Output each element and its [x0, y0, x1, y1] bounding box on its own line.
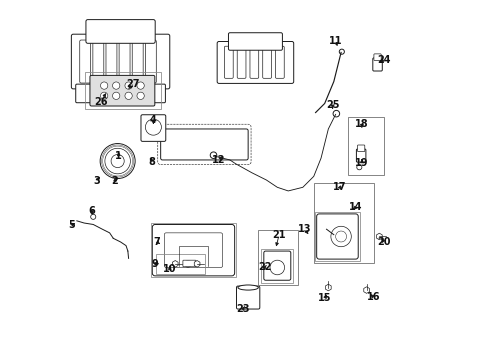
Circle shape: [330, 226, 350, 247]
Text: 10: 10: [163, 264, 176, 274]
Circle shape: [90, 214, 96, 219]
FancyBboxPatch shape: [71, 34, 169, 89]
Circle shape: [210, 152, 216, 158]
Circle shape: [112, 92, 120, 99]
Circle shape: [101, 92, 107, 99]
FancyBboxPatch shape: [316, 214, 358, 259]
Text: 2: 2: [111, 176, 118, 186]
FancyBboxPatch shape: [80, 40, 90, 83]
FancyBboxPatch shape: [183, 260, 196, 267]
Circle shape: [105, 148, 130, 174]
Text: 19: 19: [354, 158, 368, 167]
Circle shape: [332, 111, 339, 117]
Text: 6: 6: [89, 206, 95, 216]
Text: 12: 12: [212, 155, 225, 165]
Circle shape: [339, 49, 344, 54]
Circle shape: [125, 82, 132, 89]
Circle shape: [269, 260, 284, 275]
FancyBboxPatch shape: [372, 58, 382, 71]
Circle shape: [335, 231, 346, 242]
Text: 7: 7: [153, 237, 160, 247]
Text: 23: 23: [235, 305, 249, 314]
Ellipse shape: [238, 285, 258, 290]
FancyBboxPatch shape: [76, 84, 165, 103]
Text: 21: 21: [272, 230, 285, 240]
FancyBboxPatch shape: [93, 40, 103, 83]
FancyBboxPatch shape: [90, 75, 155, 106]
Text: 14: 14: [348, 202, 362, 212]
Text: 13: 13: [297, 224, 311, 234]
Text: 24: 24: [376, 55, 390, 65]
FancyBboxPatch shape: [228, 33, 282, 50]
Text: 8: 8: [148, 157, 155, 167]
Circle shape: [356, 165, 361, 170]
Circle shape: [137, 92, 144, 99]
FancyBboxPatch shape: [86, 19, 155, 43]
Circle shape: [125, 92, 132, 99]
Text: 25: 25: [325, 100, 339, 110]
FancyBboxPatch shape: [275, 46, 284, 78]
Polygon shape: [363, 287, 369, 293]
Text: 17: 17: [332, 181, 346, 192]
Text: 27: 27: [126, 80, 140, 90]
Text: 18: 18: [354, 118, 368, 129]
Circle shape: [145, 119, 161, 135]
Polygon shape: [172, 261, 178, 267]
FancyBboxPatch shape: [145, 40, 156, 83]
Text: 5: 5: [68, 220, 75, 230]
Text: 11: 11: [328, 36, 342, 46]
FancyBboxPatch shape: [132, 40, 143, 83]
FancyBboxPatch shape: [141, 115, 165, 141]
Circle shape: [101, 82, 107, 89]
FancyBboxPatch shape: [236, 286, 259, 309]
Text: 3: 3: [93, 176, 100, 186]
Text: 22: 22: [257, 262, 271, 273]
Text: 20: 20: [376, 237, 390, 247]
FancyBboxPatch shape: [224, 46, 233, 78]
Circle shape: [137, 82, 144, 89]
FancyBboxPatch shape: [357, 145, 364, 152]
Text: 26: 26: [94, 96, 107, 107]
FancyBboxPatch shape: [262, 46, 271, 78]
FancyBboxPatch shape: [373, 54, 381, 60]
Text: 4: 4: [150, 115, 157, 125]
FancyBboxPatch shape: [249, 46, 258, 78]
FancyBboxPatch shape: [217, 41, 293, 84]
Polygon shape: [194, 261, 200, 267]
FancyBboxPatch shape: [161, 129, 247, 160]
Circle shape: [184, 261, 191, 267]
Polygon shape: [376, 233, 382, 240]
Circle shape: [112, 82, 120, 89]
FancyBboxPatch shape: [152, 225, 234, 276]
Text: 16: 16: [366, 292, 380, 302]
FancyBboxPatch shape: [264, 251, 290, 280]
Text: 9: 9: [151, 259, 158, 269]
Circle shape: [111, 154, 124, 168]
FancyBboxPatch shape: [356, 149, 365, 162]
FancyBboxPatch shape: [119, 40, 130, 83]
Circle shape: [100, 144, 135, 179]
Text: 15: 15: [317, 293, 331, 303]
Polygon shape: [325, 284, 330, 291]
FancyBboxPatch shape: [237, 46, 245, 78]
FancyBboxPatch shape: [106, 40, 117, 83]
Text: 1: 1: [115, 151, 122, 161]
